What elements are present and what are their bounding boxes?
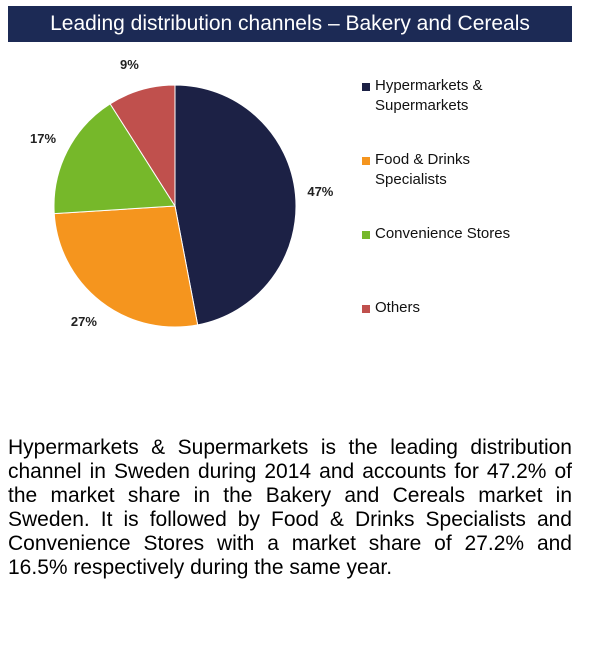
legend-swatch xyxy=(362,83,370,91)
pie-slices xyxy=(53,84,297,328)
slice-label-hypermarkets-supermarkets: 47% xyxy=(307,184,334,200)
slice-label-food-drinks-specialists: 27% xyxy=(70,314,97,330)
pie-chart xyxy=(53,84,297,328)
legend-item-convenience-stores: Convenience Stores xyxy=(362,224,515,244)
pie-slice-others xyxy=(109,84,176,208)
legend-swatch xyxy=(362,231,370,239)
legend-item-hypermarkets-supermarkets: Hypermarkets & Supermarkets xyxy=(362,76,515,116)
legend-label: Hypermarkets & Supermarkets xyxy=(375,77,483,114)
summary-text: Hypermarkets & Supermarkets is the leadi… xyxy=(8,436,572,579)
legend-label: Others xyxy=(375,299,421,316)
pie-slice-convenience-stores xyxy=(53,103,176,215)
legend-item-others: Others xyxy=(362,298,515,318)
slice-label-others: 9% xyxy=(119,56,139,72)
pie-slice-hypermarkets-supermarkets xyxy=(174,84,297,326)
slice-label-convenience-stores: 17% xyxy=(30,131,57,147)
pie-slice-food-drinks-specialists xyxy=(53,205,199,328)
legend-item-food-drinks-specialists: Food & Drinks Specialists xyxy=(362,150,515,190)
legend-swatch xyxy=(362,305,370,313)
legend-swatch xyxy=(362,157,370,165)
legend-label: Convenience Stores xyxy=(375,225,511,242)
chart-title: Leading distribution channels – Bakery a… xyxy=(8,6,572,42)
legend-label: Food & Drinks Specialists xyxy=(375,151,471,188)
